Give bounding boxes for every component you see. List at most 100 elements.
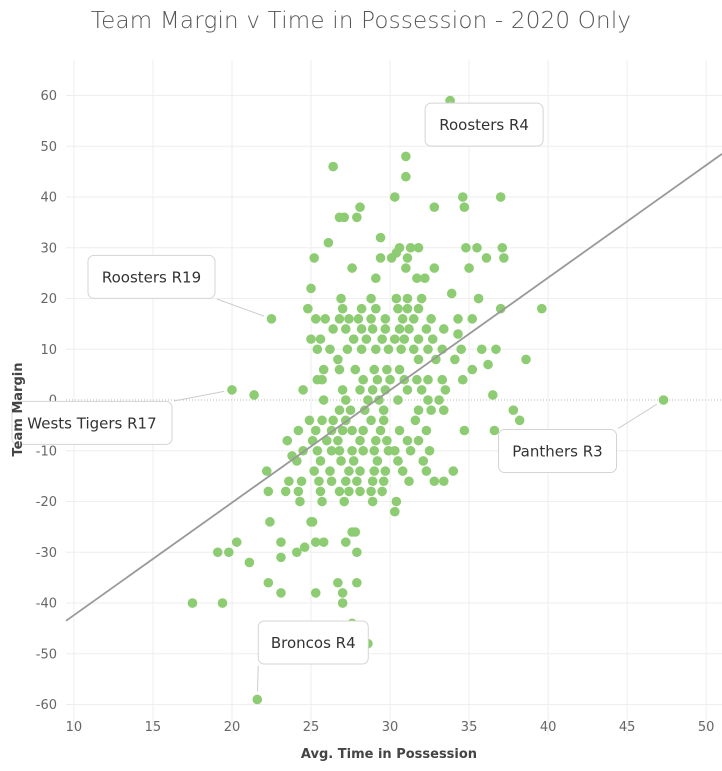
data-point xyxy=(323,237,334,248)
data-point xyxy=(499,253,509,263)
data-point xyxy=(380,324,391,334)
data-point xyxy=(367,324,378,334)
data-point xyxy=(382,435,392,446)
data-point xyxy=(514,415,525,426)
data-point xyxy=(374,395,384,405)
data-point xyxy=(298,385,308,395)
data-point xyxy=(391,248,402,258)
data-point xyxy=(393,395,403,405)
x-tick-label: 45 xyxy=(619,720,636,735)
data-point xyxy=(328,324,338,334)
data-point xyxy=(495,303,506,314)
annotation-label: Broncos R4 xyxy=(271,634,356,652)
data-point xyxy=(402,435,413,446)
data-point xyxy=(315,456,326,466)
data-point xyxy=(318,395,329,405)
data-point xyxy=(459,202,470,212)
data-point xyxy=(352,577,362,588)
y-tick-label: 60 xyxy=(40,89,57,104)
data-point xyxy=(375,425,386,436)
y-tick-label: -40 xyxy=(36,597,57,612)
data-point xyxy=(448,466,459,476)
data-point xyxy=(393,303,403,314)
data-point xyxy=(408,344,419,355)
data-point xyxy=(217,598,228,608)
annotation-callout: Wests Tigers R17 xyxy=(11,390,225,445)
data-point xyxy=(266,314,277,324)
data-point xyxy=(413,334,424,344)
data-point xyxy=(423,344,433,355)
data-point xyxy=(369,445,380,456)
data-point xyxy=(366,486,376,497)
data-point xyxy=(322,435,332,446)
data-point xyxy=(342,344,353,355)
data-point xyxy=(312,445,323,456)
data-point xyxy=(382,364,392,375)
data-point xyxy=(378,415,389,426)
data-point xyxy=(337,588,348,598)
data-point xyxy=(389,192,400,202)
data-point xyxy=(394,364,405,375)
data-point xyxy=(413,435,424,446)
data-point xyxy=(333,354,343,365)
data-point xyxy=(394,324,405,334)
data-point xyxy=(489,425,500,436)
data-point xyxy=(358,445,368,456)
data-point xyxy=(358,374,368,385)
data-point xyxy=(326,445,337,456)
data-point xyxy=(472,242,482,253)
data-point xyxy=(416,385,427,395)
data-point xyxy=(508,405,519,415)
data-point xyxy=(296,476,307,487)
data-point xyxy=(340,537,351,547)
data-point xyxy=(328,161,338,172)
data-point xyxy=(347,445,357,456)
data-point xyxy=(276,537,286,547)
annotation-box xyxy=(498,429,618,474)
axis-ticks: 1015202530354045506050403020100-10-20-30… xyxy=(36,89,715,735)
data-point xyxy=(385,374,395,385)
data-point xyxy=(276,552,286,563)
data-point xyxy=(421,324,432,334)
trend-line xyxy=(65,153,722,622)
data-point xyxy=(348,334,359,344)
data-point xyxy=(317,415,327,426)
data-point xyxy=(404,324,414,334)
data-point xyxy=(212,547,223,558)
data-point xyxy=(318,537,329,547)
annotation-box xyxy=(257,620,369,665)
data-point xyxy=(293,425,304,436)
data-point xyxy=(280,486,291,497)
data-point xyxy=(408,314,419,324)
data-point xyxy=(378,405,389,415)
annotation-label: Roosters R19 xyxy=(102,268,201,286)
data-point xyxy=(404,476,414,487)
data-point xyxy=(418,456,429,466)
annotation-callout: Broncos R4 xyxy=(256,620,369,692)
data-point xyxy=(340,395,351,405)
x-tick-label: 30 xyxy=(382,720,399,735)
data-point xyxy=(315,486,326,497)
data-point xyxy=(450,354,460,365)
data-point xyxy=(265,517,275,527)
data-point xyxy=(371,344,381,355)
data-point xyxy=(326,476,337,487)
data-point xyxy=(227,385,237,395)
data-point xyxy=(389,506,400,517)
data-point xyxy=(252,694,263,705)
data-point xyxy=(244,557,255,568)
data-point xyxy=(401,263,411,273)
data-point xyxy=(413,354,424,365)
data-point xyxy=(355,486,365,497)
data-point xyxy=(434,395,444,405)
data-point xyxy=(317,496,327,507)
data-point xyxy=(291,547,302,558)
data-point xyxy=(263,486,274,497)
data-point xyxy=(347,263,357,273)
data-point xyxy=(334,314,345,324)
data-point xyxy=(363,395,373,405)
y-tick-label: -20 xyxy=(36,495,57,510)
data-point xyxy=(350,527,361,537)
data-point xyxy=(497,242,508,253)
